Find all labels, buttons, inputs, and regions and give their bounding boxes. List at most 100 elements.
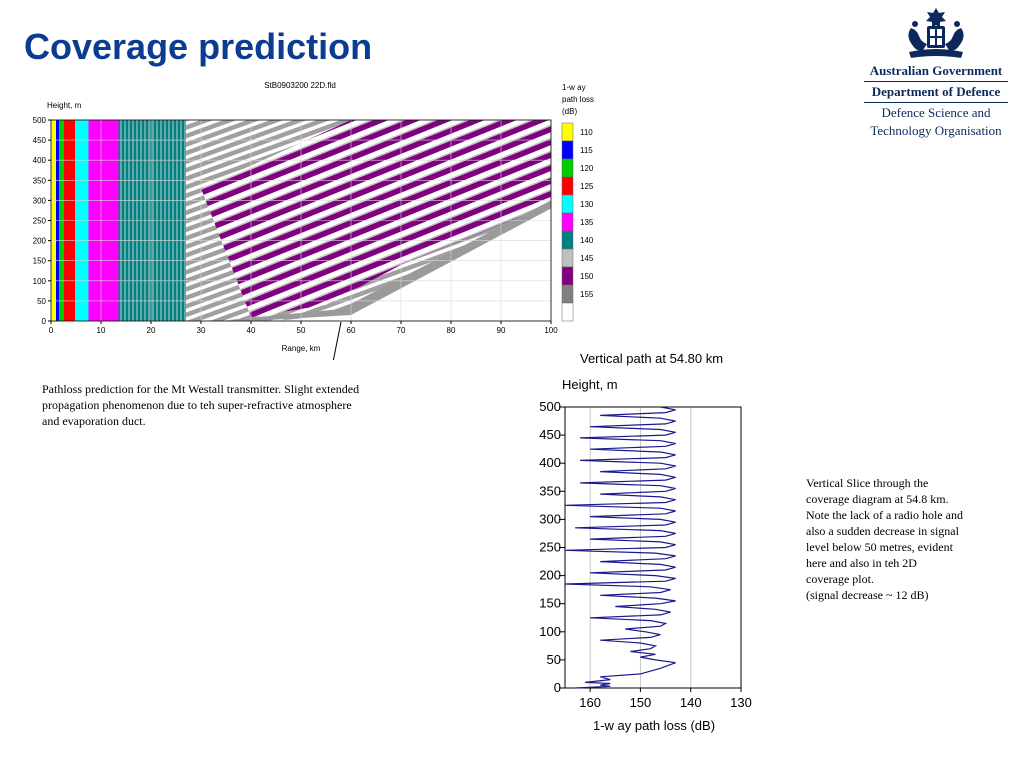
- legend-label: 150: [580, 272, 594, 281]
- legend-swatch: [561, 284, 574, 304]
- x-tick-label: 150: [630, 695, 652, 710]
- legend-swatch: [561, 140, 574, 160]
- legend-title: path loss: [562, 95, 594, 104]
- right-caption: Vertical Slice through the coverage diagr…: [806, 475, 1016, 603]
- x-tick-label: 40: [247, 326, 256, 335]
- x-tick-label: 80: [447, 326, 456, 335]
- left-caption-line: propagation phenomenon due to teh super-…: [42, 398, 352, 412]
- legend-swatch: [561, 194, 574, 214]
- y-tick-label: 250: [33, 217, 47, 226]
- x-tick-label: 130: [730, 695, 752, 710]
- right-caption-line: also a sudden decrease in signal: [806, 524, 959, 538]
- legend-title: (dB): [562, 107, 577, 116]
- legend-title: 1-w ay: [562, 83, 586, 92]
- y-tick-label: 200: [539, 568, 561, 583]
- x-tick-label: 70: [397, 326, 406, 335]
- x-tick-label: 30: [197, 326, 206, 335]
- legend-swatch: [561, 158, 574, 178]
- legend-label: 135: [580, 218, 594, 227]
- legend-swatch: [561, 248, 574, 268]
- legend-label: 110: [580, 128, 593, 137]
- right-caption-line: here and also in teh 2D: [806, 556, 917, 570]
- y-tick-label: 500: [33, 116, 47, 125]
- coverage-chart-ylabel: Height, m: [47, 101, 82, 110]
- annotation-arrow: [324, 321, 342, 403]
- right-caption-line: (signal decrease ~ 12 dB): [806, 588, 929, 602]
- coverage-chart: StB0903200 22D.fld Height, m Range, km 0…: [0, 70, 620, 403]
- legend-label: 155: [580, 290, 594, 299]
- vertical-path-chart-svg: Vertical path at 54.80 km Height, m 1-w …: [539, 351, 752, 733]
- y-tick-label: 300: [33, 196, 47, 205]
- y-tick-label: 350: [539, 483, 561, 498]
- coverage-chart-xlabel: Range, km: [282, 344, 321, 353]
- right-caption-line: level below 50 metres, evident: [806, 540, 953, 554]
- y-tick-label: 350: [33, 176, 47, 185]
- right-caption-line: coverage diagram at 54.8 km.: [806, 492, 949, 506]
- coverage-legend: 1-w ay path loss (dB) 110 115 120 125 130 135 140…: [561, 83, 594, 322]
- x-tick-label: 160: [579, 695, 601, 710]
- vertical-path-chart: Vertical path at 54.80 km Height, m 1-w …: [520, 345, 770, 740]
- x-tick-label: 50: [297, 326, 306, 335]
- y-tick-label: 200: [33, 237, 47, 246]
- legend-swatch: [561, 212, 574, 232]
- y-tick-label: 450: [539, 427, 561, 442]
- x-tick-label: 60: [347, 326, 356, 335]
- x-tick-label: 0: [49, 326, 54, 335]
- logo-line-department: Department of Defence: [871, 84, 1001, 99]
- legend-label: 140: [580, 236, 594, 245]
- purple-fringe-region: [201, 120, 551, 317]
- coverage-chart-svg: StB0903200 22D.fld Height, m Range, km 0…: [33, 81, 594, 403]
- path-loss-profile-line: [564, 406, 676, 689]
- y-tick-label: 0: [554, 680, 561, 695]
- legend-swatch: [561, 230, 574, 250]
- legend-swatch: [561, 122, 574, 142]
- vertical-path-ticks: 0 50 100 150 200 250 300 350 400 450 500 160 150 140 1…: [539, 399, 752, 710]
- y-tick-label: 300: [539, 511, 561, 526]
- x-tick-label: 90: [497, 326, 506, 335]
- legend-swatch: [561, 302, 574, 322]
- y-tick-label: 50: [37, 297, 46, 306]
- x-tick-label: 140: [680, 695, 702, 710]
- coat-of-arms-icon: [908, 8, 964, 58]
- y-tick-label: 250: [539, 540, 561, 555]
- vertical-path-grid: [564, 406, 742, 689]
- logo-line-dsto-2: Technology Organisation: [870, 123, 1002, 138]
- vertical-path-ylabel: Height, m: [562, 377, 618, 392]
- x-tick-label: 10: [97, 326, 106, 335]
- x-tick-label: 20: [147, 326, 156, 335]
- right-caption-line: coverage plot.: [806, 572, 874, 586]
- page-title: Coverage prediction: [24, 26, 373, 67]
- legend-label: 115: [580, 146, 593, 155]
- coverage-ticks: 0 10 20 30 40 50 60 70 80 90 100 0 50 100 150 200 250 300…: [33, 116, 559, 335]
- legend-label: 145: [580, 254, 594, 263]
- logo-divider: [864, 102, 1008, 103]
- y-tick-label: 150: [33, 257, 47, 266]
- legend-swatch: [561, 176, 574, 196]
- y-tick-label: 100: [539, 624, 561, 639]
- y-tick-label: 500: [539, 399, 561, 414]
- legend-label: 120: [580, 164, 594, 173]
- logo-divider: [864, 81, 1008, 82]
- right-caption-line: Vertical Slice through the: [806, 476, 929, 490]
- arrow-tail: [324, 330, 328, 334]
- legend-label: 125: [580, 182, 594, 191]
- legend-label: 130: [580, 200, 594, 209]
- y-tick-label: 50: [547, 652, 561, 667]
- y-tick-label: 0: [42, 317, 47, 326]
- logo-line-government: Australian Government: [869, 63, 1003, 78]
- vertical-path-series: [564, 406, 676, 689]
- y-tick-label: 100: [33, 277, 47, 286]
- left-caption-line: Pathloss prediction for the Mt Westall t…: [42, 382, 360, 396]
- x-tick-label: 100: [544, 326, 558, 335]
- vertical-path-xlabel: 1-w ay path loss (dB): [593, 718, 715, 733]
- y-tick-label: 450: [33, 136, 47, 145]
- logo-line-dsto-1: Defence Science and: [881, 105, 991, 120]
- vertical-path-title: Vertical path at 54.80 km: [580, 351, 723, 366]
- y-tick-label: 400: [539, 455, 561, 470]
- right-caption-line: Note the lack of a radio hole and: [806, 508, 963, 522]
- left-caption: Pathloss prediction for the Mt Westall t…: [42, 381, 422, 429]
- left-caption-line: and evaporation duct.: [42, 414, 146, 428]
- legend-swatch: [561, 266, 574, 286]
- y-tick-label: 400: [33, 156, 47, 165]
- y-tick-label: 150: [539, 596, 561, 611]
